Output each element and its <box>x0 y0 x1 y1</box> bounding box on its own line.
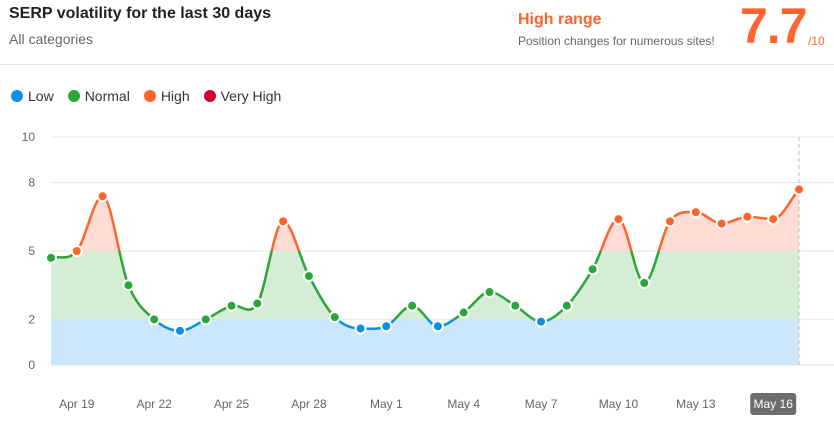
x-tick-label: Apr 25 <box>214 397 250 411</box>
category-selector[interactable]: All categories <box>9 31 94 47</box>
legend-dot-icon <box>203 90 216 102</box>
data-point[interactable] <box>560 299 573 312</box>
data-point[interactable] <box>70 245 83 257</box>
x-tick-label: Apr 28 <box>291 397 327 411</box>
chart-legend: Low Normal High Very High <box>11 88 281 104</box>
x-tick-label: Apr 19 <box>59 397 95 411</box>
legend-item-high[interactable]: High <box>143 88 190 104</box>
data-point[interactable] <box>45 251 57 264</box>
band-fill-normal <box>51 251 799 320</box>
y-tick-label: 10 <box>22 130 36 144</box>
data-point[interactable] <box>767 213 780 226</box>
data-point[interactable] <box>173 324 186 337</box>
data-point[interactable] <box>689 206 702 219</box>
data-point[interactable] <box>328 311 341 324</box>
data-point[interactable] <box>483 286 496 299</box>
x-tick-label: May 4 <box>447 397 480 411</box>
band-fill-high <box>51 189 799 251</box>
data-point[interactable] <box>225 299 238 312</box>
legend-label: Low <box>28 88 54 104</box>
data-point[interactable] <box>612 213 625 226</box>
series-line-normal <box>50 251 661 320</box>
active-tick-badge <box>750 393 797 415</box>
legend-dot-icon <box>67 90 80 102</box>
data-point[interactable] <box>122 279 135 292</box>
data-point[interactable] <box>638 276 651 289</box>
chart-header: SERP volatility for the last 30 days All… <box>0 0 834 65</box>
volatility-score-max: /10 <box>808 34 825 48</box>
x-tick-label: May 1 <box>370 397 403 411</box>
data-point[interactable] <box>741 210 754 223</box>
legend-item-very-high[interactable]: Very High <box>203 88 282 104</box>
data-point[interactable] <box>199 313 212 326</box>
legend-item-normal[interactable]: Normal <box>67 88 130 104</box>
data-point[interactable] <box>715 217 728 230</box>
range-label: High range <box>518 11 602 28</box>
data-point[interactable] <box>431 320 444 333</box>
x-tick-label-active: May 16 <box>754 397 794 411</box>
legend-label: Normal <box>84 88 130 104</box>
data-point[interactable] <box>277 215 290 228</box>
volatility-score: 7.7 <box>740 0 808 54</box>
x-tick-label: May 7 <box>525 397 558 411</box>
data-point[interactable] <box>664 215 677 228</box>
legend-item-low[interactable]: Low <box>11 88 54 104</box>
data-point[interactable] <box>406 299 419 312</box>
legend-label: Very High <box>220 88 282 104</box>
y-tick-label: 8 <box>28 176 35 190</box>
range-description: Position changes for numerous sites! <box>518 34 715 48</box>
x-tick-label: Apr 22 <box>136 397 172 411</box>
chart-title: SERP volatility for the last 30 days <box>9 5 272 22</box>
y-tick-label: 0 <box>28 358 35 372</box>
legend-dot-icon <box>143 90 156 102</box>
data-point[interactable] <box>96 190 109 203</box>
x-tick-label: May 13 <box>676 397 716 411</box>
y-tick-label: 2 <box>28 312 35 326</box>
series-line-low <box>152 319 553 333</box>
data-point[interactable] <box>457 306 470 319</box>
data-point[interactable] <box>354 322 367 335</box>
legend-dot-icon <box>11 90 23 102</box>
data-point[interactable] <box>380 320 393 333</box>
data-point[interactable] <box>148 313 161 326</box>
y-tick-label: 5 <box>28 244 35 258</box>
data-point[interactable] <box>535 315 548 328</box>
x-tick-label: May 10 <box>599 397 639 411</box>
data-point[interactable] <box>302 270 315 283</box>
data-point[interactable] <box>509 299 522 312</box>
data-point[interactable] <box>251 297 264 310</box>
band-fill-very-high <box>51 137 799 183</box>
data-point[interactable] <box>586 263 599 276</box>
legend-label: High <box>160 88 190 104</box>
data-point[interactable] <box>793 183 805 196</box>
